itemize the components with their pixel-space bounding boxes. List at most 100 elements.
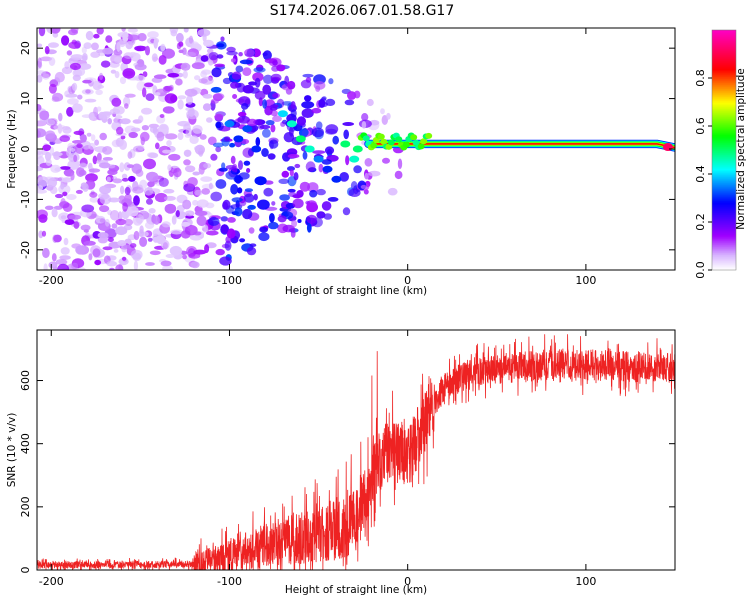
spectrogram-cell xyxy=(165,133,178,140)
spectrogram-cell xyxy=(128,175,136,182)
spectrogram-cell xyxy=(248,81,258,86)
spectrogram-cell xyxy=(111,223,118,229)
spectrogram-cell xyxy=(278,178,290,184)
spectrogram-cell xyxy=(169,245,183,256)
spectrogram-cell xyxy=(230,155,236,164)
spectrogram-cell xyxy=(44,130,56,139)
spectrogram-cell xyxy=(130,243,137,248)
spectrogram-cell xyxy=(122,68,136,79)
spectrogram-wander-blobs xyxy=(224,110,363,183)
spectrogram-cell xyxy=(221,162,226,170)
spectrogram-cell xyxy=(91,42,99,51)
spectrogram-cell xyxy=(107,169,118,176)
spectrogram-cell xyxy=(202,93,213,99)
spectrogram-cell xyxy=(77,94,83,100)
spectrogram-cell xyxy=(53,124,66,130)
spectrogram-cell xyxy=(184,210,195,217)
spectrogram-cell xyxy=(262,52,268,57)
spectrogram-cell xyxy=(106,260,117,267)
spectrogram-cell xyxy=(161,221,171,228)
spectrogram-cell xyxy=(137,33,147,42)
spectrogram-cell xyxy=(281,170,290,178)
spectrogram-cell xyxy=(154,92,161,96)
spectrogram-cell xyxy=(48,57,56,66)
spectrogram-cell xyxy=(214,113,224,121)
spectrogram-cell xyxy=(186,95,193,105)
spectrogram-cell xyxy=(226,51,238,56)
spectrogram-cell xyxy=(311,107,322,114)
spectrogram-cell xyxy=(89,196,99,203)
spectrogram-cell xyxy=(37,70,46,75)
spectrogram-cell xyxy=(243,160,251,166)
spectrogram-cell xyxy=(79,162,87,168)
spectrogram-cell xyxy=(215,179,227,189)
spectrogram-cell xyxy=(88,142,96,150)
spectrogram-cell xyxy=(147,237,153,242)
spectrogram-cell xyxy=(307,182,319,193)
spectrogram-cell xyxy=(88,168,101,173)
spectrogram-cell xyxy=(239,238,246,243)
spectrogram-cell xyxy=(282,224,295,233)
spectrogram-cell xyxy=(102,146,113,155)
spectrogram-cell xyxy=(124,186,131,195)
spectrogram-cell xyxy=(48,42,59,48)
spectrogram-cell xyxy=(51,208,58,218)
spectrogram-cell xyxy=(43,263,48,270)
spectrogram-cell xyxy=(318,163,324,173)
spectrogram-cell xyxy=(182,199,192,210)
spectrogram-cell xyxy=(64,219,75,226)
snr-y-tick-label: 400 xyxy=(19,433,32,454)
spectrogram-cell xyxy=(94,259,102,266)
spectrogram-cell xyxy=(220,224,229,235)
spectrogram-cell xyxy=(387,187,398,196)
spectrogram-cell xyxy=(234,207,243,217)
spectrogram-cell xyxy=(47,118,58,125)
spectrogram-plot-area xyxy=(37,28,675,270)
spectrogram-cell xyxy=(361,121,367,130)
spectrogram-cell xyxy=(316,188,326,196)
spectrogram-cell xyxy=(75,245,86,255)
spectrogram-cell xyxy=(127,28,139,33)
spectrogram-cell xyxy=(95,89,103,96)
spectrogram-cell xyxy=(99,205,110,213)
spectrogram-cell xyxy=(58,112,63,122)
spectrogram-cell xyxy=(189,135,199,144)
spectrogram-cell xyxy=(78,63,92,70)
spectrogram-cell xyxy=(145,45,150,56)
spectrogram-cell xyxy=(277,110,288,118)
spectrogram-cell xyxy=(215,146,222,153)
spectrogram-cell xyxy=(44,205,54,210)
spectrogram-cell xyxy=(119,162,125,173)
spectrogram-cell xyxy=(271,201,276,206)
spectrogram-cell xyxy=(313,81,326,90)
spectrogram-cell xyxy=(349,155,360,163)
spectrogram-cell xyxy=(81,204,95,213)
spectrogram-cell xyxy=(146,198,153,205)
spectrogram-cell xyxy=(272,92,280,99)
snr-series-line xyxy=(37,334,675,570)
spectrogram-cell xyxy=(119,76,127,85)
spectrogram-cell xyxy=(197,29,211,37)
spectrogram-cell xyxy=(212,142,224,148)
spectrogram-cell xyxy=(37,130,41,139)
spectrogram-cell xyxy=(227,217,236,223)
spectrogram-x-tick-label: 0 xyxy=(404,274,411,287)
spectrogram-cell xyxy=(114,71,120,79)
spectrogram-cell xyxy=(148,208,156,214)
spectrogram-cell xyxy=(37,43,43,48)
spectrogram-cell xyxy=(115,264,124,270)
spectrogram-cell xyxy=(163,188,175,194)
spectrogram-x-tick-label: 100 xyxy=(575,274,596,287)
spectrogram-cell xyxy=(123,39,128,44)
spectrogram-x-tick-label: -200 xyxy=(39,274,64,287)
spectrogram-cell xyxy=(182,47,187,55)
spectrogram-cell xyxy=(50,28,61,34)
spectrogram-cell xyxy=(99,185,112,195)
spectrogram-cell xyxy=(113,249,119,253)
spectrogram-cell xyxy=(48,83,57,94)
spectrogram-cell xyxy=(91,134,96,142)
spectrogram-cell xyxy=(368,170,381,177)
spectrogram-cell xyxy=(41,230,47,237)
spectrogram-cell xyxy=(57,263,70,270)
spectrogram-cell xyxy=(55,259,68,265)
